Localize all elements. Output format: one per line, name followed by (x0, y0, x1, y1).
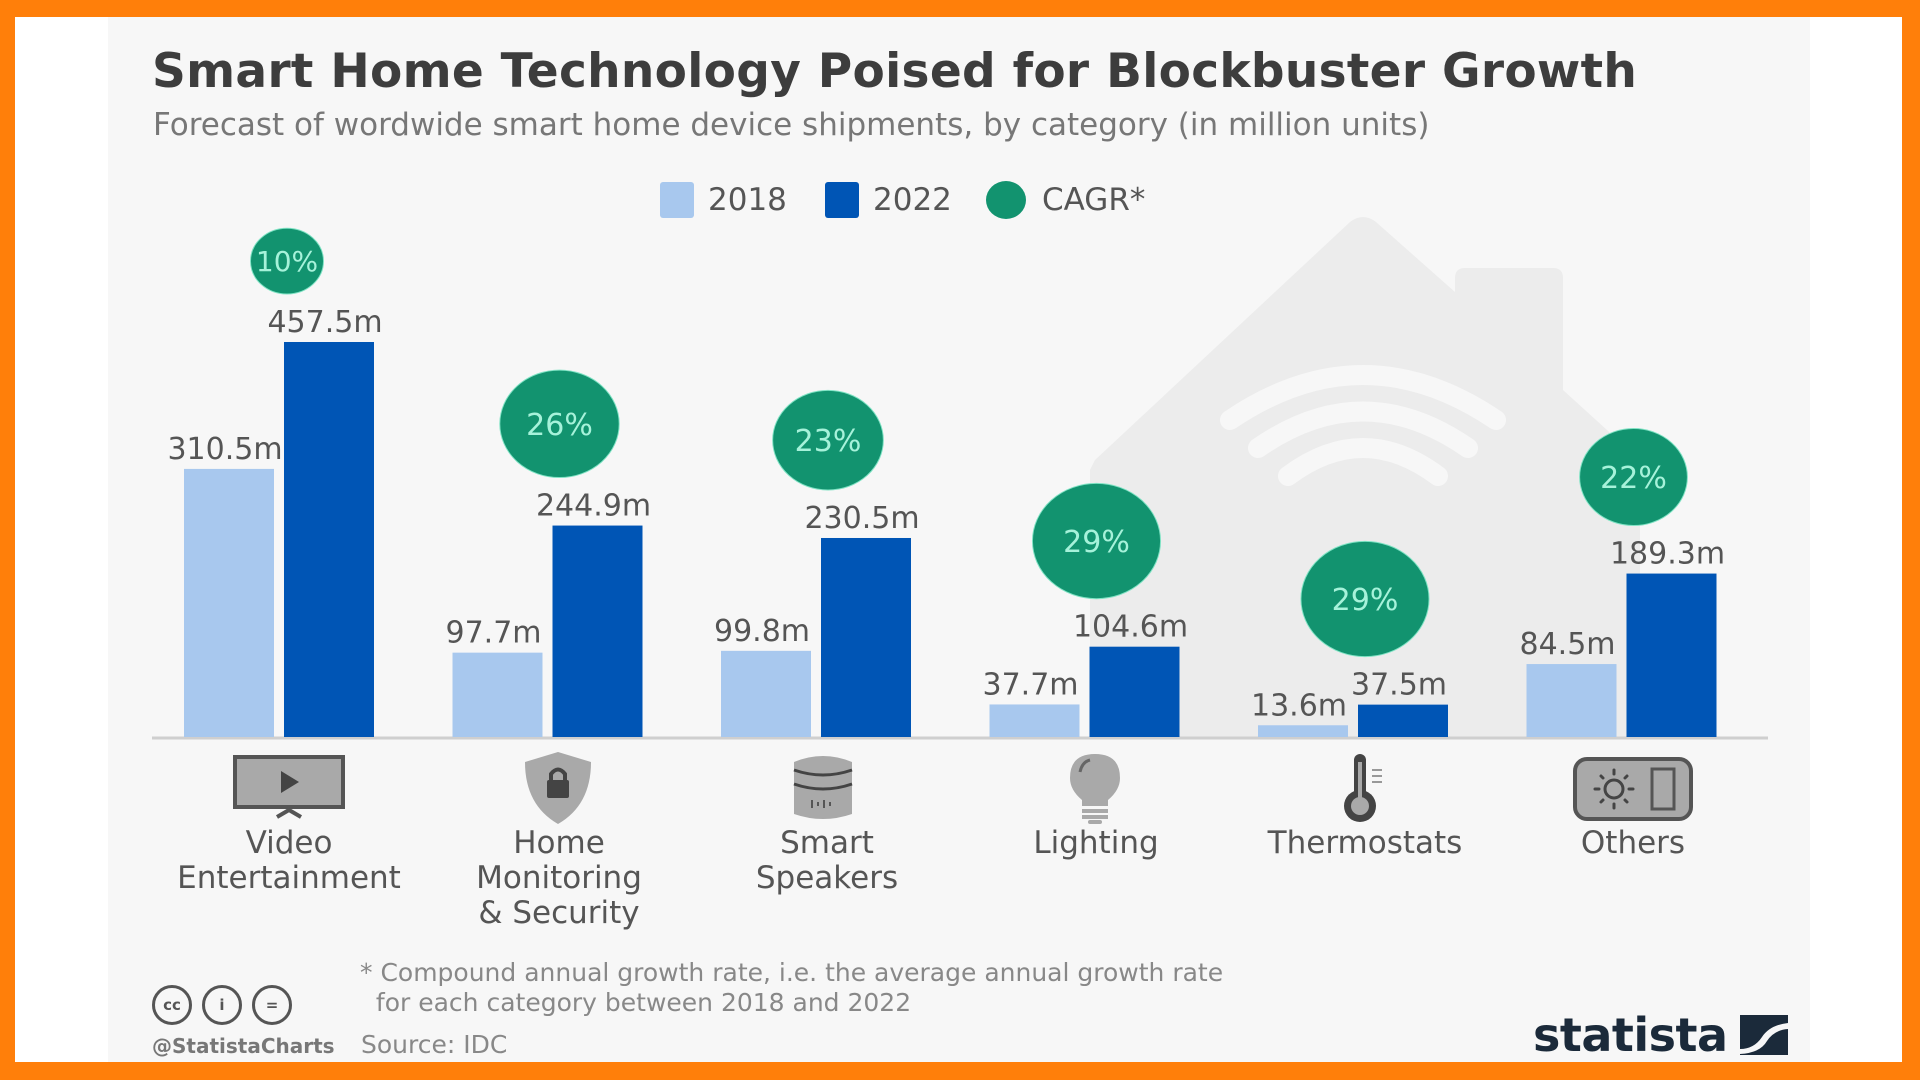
value-label-2022-thermostats: 37.5m (1351, 668, 1447, 703)
bar-2022-video-entertainment (284, 342, 374, 737)
bar-2022-smart-speakers (821, 537, 911, 737)
statista-logo[interactable]: statista (1533, 1008, 1788, 1062)
attribution-icon[interactable]: i (202, 985, 242, 1025)
legend-label: 2022 (873, 182, 952, 218)
category-label-others: Others (1580, 825, 1686, 861)
cagr-bubble-others (1579, 428, 1688, 527)
legend-item-2018: 2018 (660, 180, 787, 220)
bar-2022-lighting (1089, 646, 1180, 737)
cagr-bubble-thermostats (1300, 540, 1430, 658)
license-icons: cc i = (152, 985, 292, 1025)
cagr-bubble-video-entertainment (250, 227, 324, 295)
house-wifi-background-icon (1090, 217, 1640, 737)
value-label-2018-home-monitoring-security: 97.7m (445, 616, 541, 651)
statista-logo-icon (1739, 1015, 1788, 1055)
category-label-smart-speakers: Smart Speakers (755, 825, 899, 896)
bar-2022-thermostats (1358, 704, 1448, 737)
value-label-2022-video-entertainment: 457.5m (267, 305, 382, 340)
category-label-thermostats: Thermostats (1267, 825, 1463, 861)
category-label-home-monitoring-security: Home Monitoring & Security (476, 825, 642, 931)
bar-2018-home-monitoring-security (452, 652, 543, 737)
bar-2018-lighting (989, 704, 1080, 737)
legend-dot-cagr (986, 181, 1026, 219)
cagr-label-smart-speakers: 23% (795, 424, 862, 459)
chart-subtitle: Forecast of wordwide smart home device s… (153, 107, 1430, 143)
cagr-label-lighting: 29% (1063, 525, 1130, 560)
cagr-bubble-smart-speakers (772, 389, 884, 491)
value-label-2022-others: 189.3m (1610, 537, 1725, 572)
tv-play-icon (233, 755, 345, 819)
statista-logo-text: statista (1533, 1008, 1728, 1062)
thermometer-icon (1344, 754, 1382, 822)
bar-2018-thermostats (1258, 725, 1348, 737)
shield-lock-icon (525, 752, 591, 824)
cagr-footnote: * Compound annual growth rate, i.e. the … (360, 958, 1224, 1017)
smart-speaker-icon (793, 756, 853, 819)
bar-2022-others (1626, 573, 1717, 737)
value-label-2018-thermostats: 13.6m (1251, 688, 1347, 723)
cagr-bubble-lighting (1031, 482, 1162, 600)
bar-2018-video-entertainment (184, 468, 274, 737)
legend-swatch-2022 (825, 182, 859, 218)
bar-2018-smart-speakers (721, 650, 811, 737)
value-label-2018-smart-speakers: 99.8m (714, 614, 810, 649)
category-label-lighting: Lighting (1033, 825, 1159, 861)
wifi-icon (1220, 365, 1506, 486)
bar-2022-home-monitoring-security (552, 525, 643, 737)
legend-label: CAGR* (1042, 182, 1146, 218)
no-derivatives-icon[interactable]: = (252, 985, 292, 1025)
house-silhouette (1090, 217, 1640, 737)
legend-item-cagr: CAGR* (986, 180, 1145, 220)
statista-charts-handle[interactable]: @StatistaCharts (152, 1034, 335, 1058)
value-label-2022-lighting: 104.6m (1073, 610, 1188, 645)
legend-label: 2018 (708, 182, 787, 218)
category-label-video-entertainment: Video Entertainment (177, 825, 401, 896)
chart-title: Smart Home Technology Poised for Blockbu… (152, 44, 1638, 99)
legend-swatch-2018 (660, 182, 694, 218)
smart-switch-icon (1573, 757, 1693, 821)
value-label-2018-lighting: 37.7m (982, 667, 1078, 702)
legend-item-2022: 2022 (825, 180, 952, 220)
cagr-bubble-home-monitoring-security (499, 369, 620, 479)
source-text: Source: IDC (361, 1030, 508, 1059)
value-label-2018-video-entertainment: 310.5m (167, 432, 282, 467)
bar-2018-others (1526, 664, 1617, 737)
cagr-label-others: 22% (1600, 461, 1667, 496)
value-label-2022-smart-speakers: 230.5m (804, 501, 919, 536)
value-label-2022-home-monitoring-security: 244.9m (536, 489, 651, 524)
cagr-label-thermostats: 29% (1332, 583, 1399, 618)
value-label-2018-others: 84.5m (1519, 627, 1615, 662)
cc-icon[interactable]: cc (152, 985, 192, 1025)
light-bulb-icon (1070, 754, 1120, 824)
cagr-label-video-entertainment: 10% (256, 245, 318, 278)
cagr-label-home-monitoring-security: 26% (526, 408, 593, 443)
